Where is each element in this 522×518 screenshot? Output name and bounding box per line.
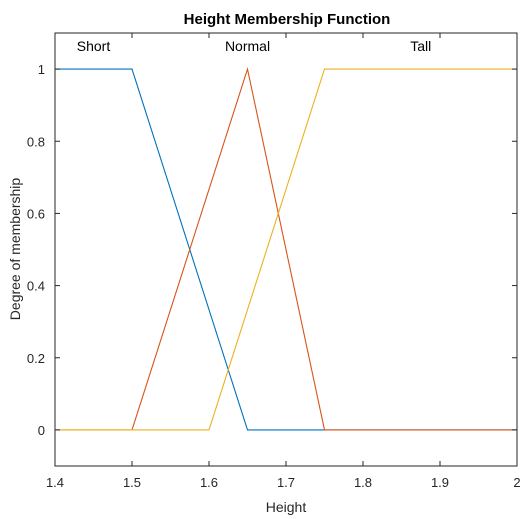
y-tick-label: 1 bbox=[38, 62, 45, 77]
series-label-normal: Normal bbox=[225, 38, 270, 54]
x-tick-label: 1.4 bbox=[46, 475, 64, 490]
y-axis-label: Degree of membership bbox=[7, 178, 23, 321]
x-tick-label: 2 bbox=[513, 475, 520, 490]
chart-title: Height Membership Function bbox=[184, 11, 391, 28]
y-tick-label: 0.4 bbox=[27, 279, 45, 294]
series-label-short: Short bbox=[77, 38, 111, 54]
x-tick-label: 1.7 bbox=[277, 475, 295, 490]
x-tick-label: 1.9 bbox=[431, 475, 449, 490]
y-tick-label: 0 bbox=[38, 423, 45, 438]
x-tick-label: 1.8 bbox=[354, 475, 372, 490]
series-label-tall: Tall bbox=[410, 38, 431, 54]
series-line-tall bbox=[55, 68, 517, 431]
y-tick-label: 0.6 bbox=[27, 206, 45, 221]
x-tick-label: 1.6 bbox=[200, 475, 218, 490]
x-axis-label: Height bbox=[266, 499, 307, 515]
series-label-layer: Short Normal Tall bbox=[77, 38, 431, 54]
series-layer bbox=[55, 66, 517, 431]
x-tick-label: 1.5 bbox=[123, 475, 141, 490]
y-tick-label: 0.2 bbox=[27, 351, 45, 366]
tick-layer: 1.4 1.5 1.6 1.7 1.8 1.9 2 0 0.2 0.4 0.6 0.8 1 bbox=[27, 33, 521, 490]
y-tick-label: 0.8 bbox=[27, 134, 45, 149]
series-line-normal bbox=[55, 66, 517, 431]
